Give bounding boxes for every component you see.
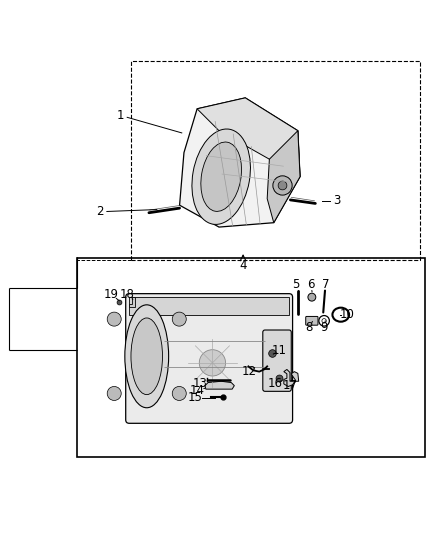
Text: 3: 3 (334, 195, 341, 207)
Polygon shape (129, 297, 135, 307)
Circle shape (308, 293, 316, 301)
Text: 14: 14 (190, 384, 205, 397)
Text: 7: 7 (322, 278, 330, 292)
Bar (131, 61, 420, 260)
Ellipse shape (125, 305, 169, 408)
Text: 12: 12 (241, 365, 256, 378)
Polygon shape (205, 381, 234, 389)
Text: 18: 18 (120, 288, 134, 301)
Text: 1: 1 (117, 109, 124, 122)
Polygon shape (180, 98, 300, 227)
Text: 17: 17 (283, 379, 297, 392)
Text: 11: 11 (272, 344, 287, 357)
Circle shape (107, 312, 121, 326)
Text: 15: 15 (187, 391, 202, 405)
Text: 9: 9 (320, 321, 328, 334)
Circle shape (322, 319, 326, 323)
Text: 8: 8 (306, 321, 313, 334)
Text: 10: 10 (339, 308, 354, 321)
Text: 19: 19 (103, 288, 118, 301)
Circle shape (278, 181, 287, 190)
Ellipse shape (192, 129, 251, 224)
Text: 2: 2 (96, 205, 104, 218)
Polygon shape (267, 131, 300, 223)
Circle shape (273, 176, 292, 195)
Circle shape (172, 312, 186, 326)
Bar (77, 258, 425, 457)
Text: 4: 4 (239, 259, 247, 272)
Polygon shape (284, 369, 299, 386)
Ellipse shape (131, 318, 162, 394)
Circle shape (172, 386, 186, 400)
Polygon shape (197, 98, 300, 177)
Text: 6: 6 (307, 278, 315, 292)
Text: 5: 5 (293, 278, 300, 292)
Polygon shape (129, 297, 289, 314)
FancyBboxPatch shape (306, 317, 318, 325)
FancyBboxPatch shape (263, 330, 291, 391)
Circle shape (107, 386, 121, 400)
Text: 13: 13 (193, 376, 208, 390)
Circle shape (199, 350, 226, 376)
Ellipse shape (201, 142, 241, 212)
FancyBboxPatch shape (126, 294, 293, 423)
Text: 16: 16 (268, 377, 283, 390)
